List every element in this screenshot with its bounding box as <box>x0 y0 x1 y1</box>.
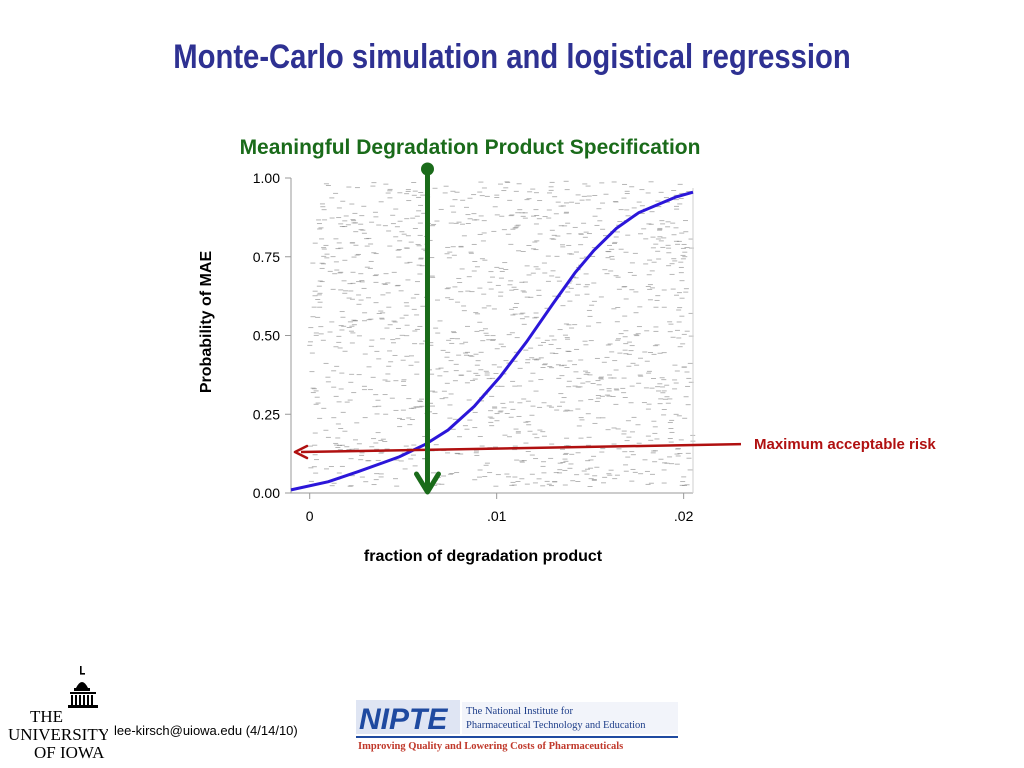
y-tick-label: 0.25 <box>253 406 280 422</box>
nipte-tagline: Improving Quality and Lowering Costs of … <box>358 741 623 752</box>
university-of-iowa-logo: THE UNIVERSITY OF IOWA <box>8 666 108 762</box>
footer-email: lee-kirsch@uiowa.edu (4/14/10) <box>114 723 298 738</box>
logo-line-1: THE <box>30 707 63 726</box>
y-axis-label: Probability of MAE <box>198 251 215 394</box>
nipte-name-line-2: Pharmaceutical Technology and Education <box>466 720 646 731</box>
x-tick-label: .01 <box>487 508 507 524</box>
logistic-fit-line <box>290 190 694 492</box>
y-tick-label: 1.00 <box>253 170 280 186</box>
max-risk-arrow-shaft <box>300 442 742 454</box>
y-tick-label: 0.50 <box>253 328 280 344</box>
nipte-acronym: NIPTE <box>359 703 448 736</box>
y-tick-label: 0.00 <box>253 485 280 501</box>
x-tick-label: 0 <box>306 508 314 524</box>
x-ticks: 0 .01 .02 <box>306 493 694 524</box>
y-tick-label: 0.75 <box>253 249 280 265</box>
scatter-cloud <box>307 180 696 487</box>
slide-title: Monte-Carlo simulation and logistical re… <box>173 38 851 76</box>
x-axis-label: fraction of degradation product <box>364 548 603 565</box>
chart-title: Meaningful Degradation Product Specifica… <box>239 136 701 159</box>
x-tick-label: .02 <box>674 508 694 524</box>
max-risk-arrow-head <box>293 444 309 460</box>
logo-line-2: UNIVERSITY <box>8 725 108 744</box>
nipte-logo: NIPTE The National Institute for Pharmac… <box>356 700 678 752</box>
max-risk-arrow <box>293 442 742 460</box>
nipte-name-line-1: The National Institute for <box>466 706 574 717</box>
max-risk-label: Maximum acceptable risk <box>754 436 936 453</box>
logo-line-3: OF IOWA <box>34 743 105 762</box>
y-ticks: 0.00 0.25 0.50 0.75 1.00 <box>253 170 291 501</box>
specification-arrow <box>413 162 441 495</box>
specification-arrow-head <box>413 471 441 495</box>
